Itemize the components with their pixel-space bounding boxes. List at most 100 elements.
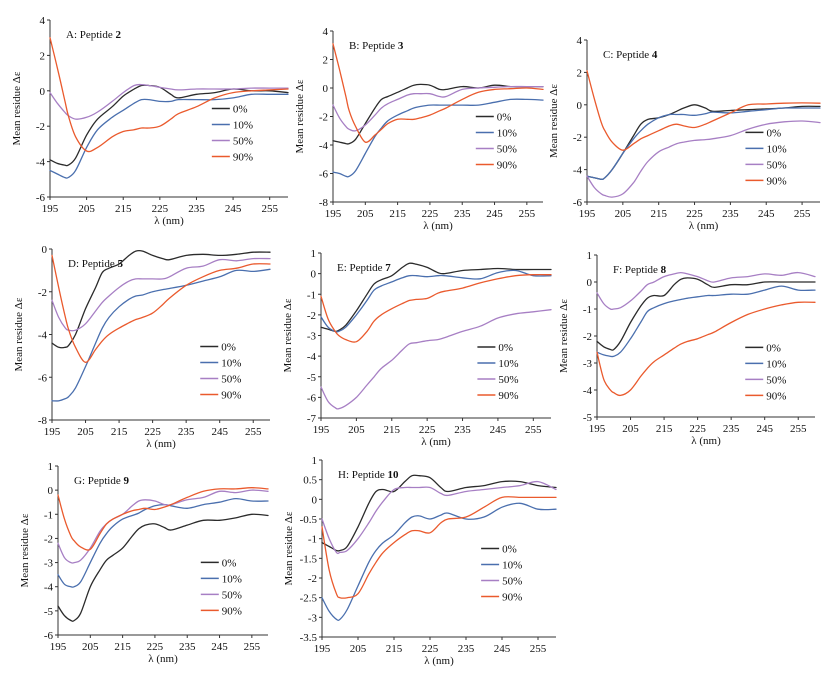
y-tick-label: -5 — [307, 372, 317, 384]
y-tick-label: -5 — [583, 412, 593, 424]
series-line-0pct — [596, 277, 816, 351]
panel-title: B: Peptide 3 — [349, 40, 404, 52]
legend-label: 90% — [502, 592, 522, 604]
panel-e: -7 -6 -5 -4 -3 -2 -1 0 1 195 205 215 225 235 245 255 λ (… — [282, 248, 552, 448]
x-tick-label: 245 — [758, 208, 775, 220]
legend-label: 90% — [498, 390, 518, 402]
series-line-0pct — [332, 83, 544, 145]
y-tick-label: 4 — [40, 15, 46, 27]
y-tick-label: -6 — [573, 197, 583, 209]
y-tick-label: -8 — [319, 197, 329, 209]
series-line-10pct — [596, 285, 816, 358]
legend-label: 10% — [221, 357, 241, 369]
y-tick-label: 2 — [577, 67, 583, 79]
x-tick-label: 255 — [244, 641, 261, 653]
series-line-10pct — [586, 107, 821, 180]
y-tick-label: -2 — [319, 112, 328, 124]
x-tick-label: 215 — [656, 423, 673, 435]
legend-label: 10% — [233, 120, 253, 132]
y-axis-label: Mean residue Δε — [558, 299, 570, 373]
series-line-50pct — [320, 309, 552, 410]
series-line-50pct — [586, 120, 821, 198]
y-tick-label: -6 — [38, 372, 48, 384]
x-tick-label: 235 — [179, 641, 196, 653]
series-line-90pct — [57, 487, 269, 551]
y-tick-label: -3.5 — [300, 632, 318, 644]
x-axis-label: λ (nm) — [423, 220, 453, 232]
x-tick-label: 255 — [525, 424, 542, 436]
x-tick-label: 215 — [389, 208, 406, 220]
y-tick-label: -2 — [583, 331, 592, 343]
y-axis-label: Mean residue Δε — [282, 298, 294, 372]
x-tick-label: 225 — [147, 641, 164, 653]
y-tick-label: -4 — [583, 385, 593, 397]
legend-label: 50% — [766, 159, 786, 171]
legend-label: 10% — [497, 128, 517, 140]
x-tick-label: 255 — [790, 423, 807, 435]
panel-title: C: Peptide 4 — [603, 49, 658, 61]
y-tick-label: 0 — [42, 244, 48, 256]
panel-c: -6 -4 -2 0 2 4 195 205 215 225 235 245 255 λ (nm) Mean… — [548, 35, 821, 232]
series-line-90pct — [320, 273, 552, 343]
y-tick-label: -4 — [319, 140, 329, 152]
y-tick-label: -4 — [36, 157, 46, 169]
x-tick-label: 215 — [384, 424, 401, 436]
panel-title-number: 7 — [385, 262, 391, 274]
x-tick-label: 225 — [152, 203, 169, 215]
legend-label: 90% — [766, 390, 786, 402]
x-tick-label: 235 — [188, 203, 205, 215]
y-tick-label: 2 — [40, 50, 46, 62]
x-tick-label: 255 — [519, 208, 536, 220]
y-axis-label: Mean residue Δε — [294, 79, 306, 153]
legend-label: 90% — [222, 605, 242, 617]
series-line-10pct — [332, 98, 544, 178]
y-tick-label: -1 — [308, 534, 317, 546]
series-line-50pct — [321, 480, 557, 555]
panel-title: E: Peptide 7 — [337, 262, 391, 274]
legend-label: 90% — [233, 152, 253, 164]
x-axis-label: λ (nm) — [146, 438, 176, 450]
x-axis-label: λ (nm) — [421, 436, 451, 448]
y-tick-label: -1 — [44, 509, 53, 521]
legend-label: 10% — [502, 560, 522, 572]
y-tick-label: 0 — [48, 485, 54, 497]
y-tick-label: 0 — [587, 277, 593, 289]
x-tick-label: 205 — [77, 426, 94, 438]
x-tick-label: 215 — [115, 203, 132, 215]
panel-g: -6 -5 -4 -3 -2 -1 0 1 195 205 215 225 235 245 255 λ (nm… — [19, 461, 269, 665]
series-line-0pct — [51, 249, 271, 349]
y-tick-label: 0 — [577, 100, 583, 112]
x-tick-label: 195 — [42, 203, 59, 215]
y-tick-label: -2 — [36, 121, 45, 133]
y-tick-label: 0 — [40, 86, 46, 98]
y-tick-label: -4 — [307, 351, 317, 363]
y-tick-label: 4 — [577, 35, 583, 47]
y-tick-label: -2 — [573, 132, 582, 144]
panel-h: -3.5 -3 -2.5 -2 -1.5 -1 -0.5 0 0.5 1 195 205 215 225 2… — [283, 455, 557, 667]
x-tick-label: 235 — [454, 424, 471, 436]
x-axis-label: λ (nm) — [154, 215, 184, 227]
x-axis-label: λ (nm) — [691, 435, 721, 447]
x-tick-label: 195 — [579, 208, 596, 220]
y-tick-label: 1 — [312, 455, 318, 467]
panel-b: -8 -6 -4 -2 0 2 4 195 205 215 225 235 245 255 λ (nm) Me… — [294, 26, 544, 232]
y-tick-label: -6 — [36, 192, 46, 204]
x-tick-label: 215 — [114, 641, 131, 653]
series-line-90pct — [51, 254, 271, 363]
x-tick-label: 205 — [615, 208, 632, 220]
y-tick-label: -2.5 — [300, 593, 318, 605]
x-tick-label: 245 — [225, 203, 242, 215]
legend-label: 50% — [502, 576, 522, 588]
series-line-90pct — [321, 496, 557, 599]
y-tick-label: -6 — [307, 392, 317, 404]
legend-label: 50% — [766, 374, 786, 386]
series-line-50pct — [57, 489, 269, 564]
x-tick-label: 225 — [689, 423, 706, 435]
panel-title-text: F: Peptide — [613, 264, 661, 276]
series-line-50pct — [51, 257, 271, 332]
x-tick-label: 195 — [313, 424, 330, 436]
y-tick-label: -2 — [38, 287, 47, 299]
series-line-10pct — [51, 268, 271, 402]
y-tick-label: 4 — [323, 26, 329, 38]
y-tick-label: -1 — [307, 289, 316, 301]
